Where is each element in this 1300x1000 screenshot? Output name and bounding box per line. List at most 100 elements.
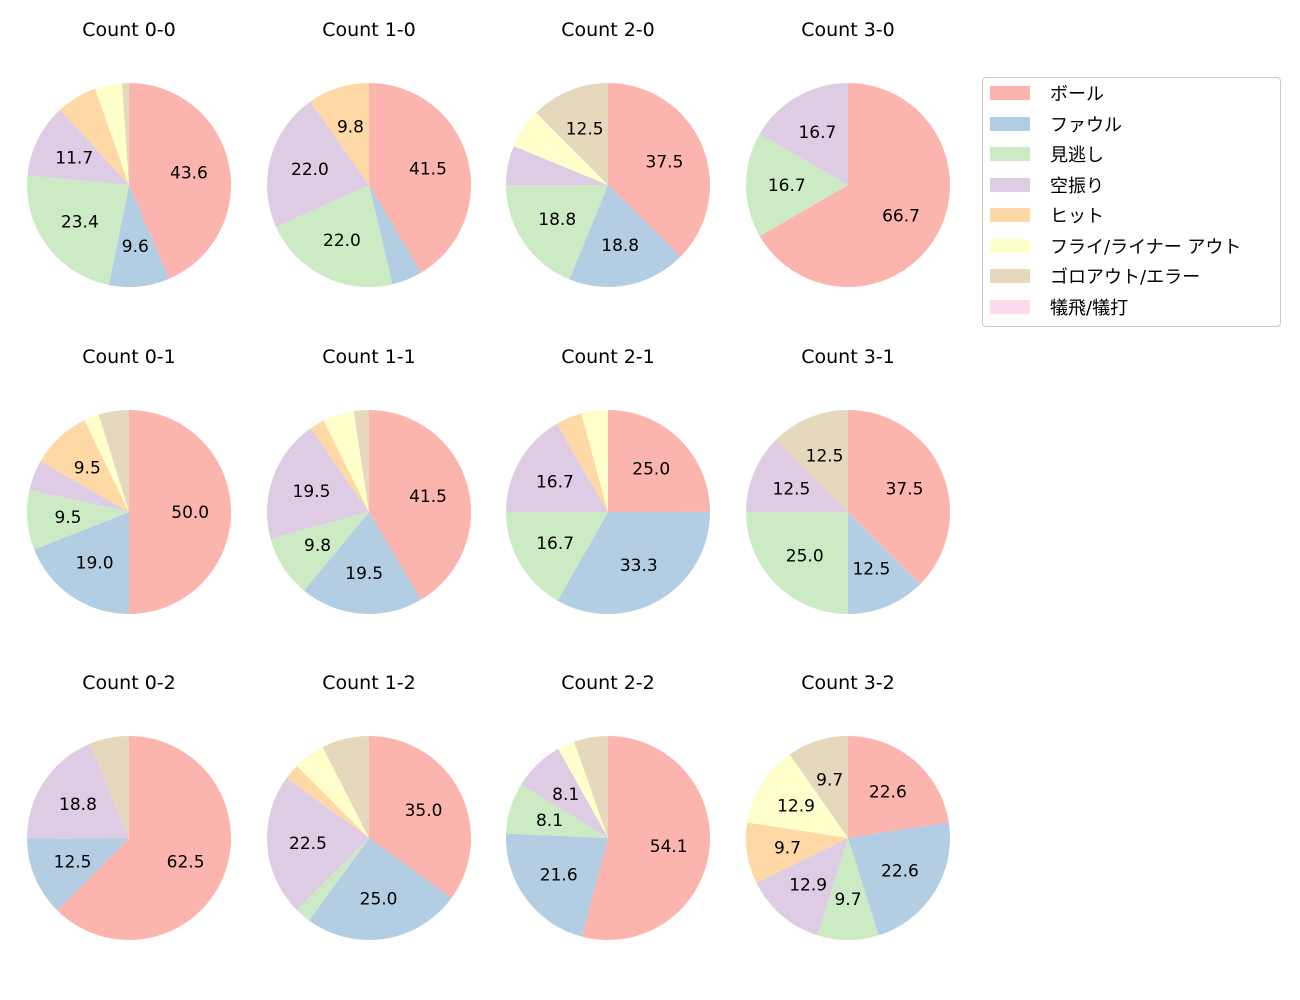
pie-slice [286,765,369,838]
slice-label: 16.7 [536,534,574,554]
pie-chart: Count 0-1 50.0 19.0 9.5 9.5 [26,346,231,614]
slice-label: 9.5 [74,458,101,478]
slice-label: 22.0 [291,160,329,180]
legend-item: ゴロアウト/エラー [990,266,1201,288]
pie-chart: Count 2-2 54.1 21.6 8.1 8.1 [505,672,710,941]
slice-label: 41.5 [409,160,447,180]
pie-slice [57,736,231,940]
slice-label: 8.1 [552,785,579,805]
pie-slice [322,736,369,838]
pie-slice [608,83,711,257]
pie-chart: Count 3-0 66.7 16.7 16.7 [745,19,950,287]
pie-slice [369,410,472,600]
pie-slice [848,822,950,936]
legend-label: ボール [1050,84,1104,105]
slice-label: 9.7 [774,838,801,858]
pie-slice [574,736,608,838]
slice-label: 12.5 [806,446,844,466]
pie-title: Count 3-0 [801,19,895,41]
pie-slice [89,736,129,838]
pie-slice [505,146,608,186]
slice-label: 37.5 [646,152,684,172]
slice-label: 9.5 [54,508,81,528]
pie-slice [558,741,608,838]
pie-chart: Count 1-1 41.5 19.5 9.8 19.5 [267,346,472,614]
legend-swatch [990,116,1030,131]
slice-label: 16.7 [798,123,836,143]
pie-title: Count 2-2 [561,672,655,694]
slice-label: 22.5 [289,834,327,854]
pie-chart: Count 1-0 41.5 22.0 22.0 9.8 [267,19,472,287]
legend-item: ファウル [990,114,1122,136]
slice-label: 12.5 [566,119,604,139]
pie-title: Count 1-0 [322,19,416,41]
pie-slice [26,175,130,286]
pie-slice [505,833,608,937]
legend-swatch [990,238,1030,253]
pie-slice [506,423,608,513]
pie-slice [270,512,369,591]
pie-slice [27,109,129,185]
legend-label: ゴロアウト/エラー [1050,267,1201,288]
slice-label: 22.6 [869,783,907,803]
pie-chart: Count 0-0 43.6 9.6 23.4 11.7 [26,19,232,288]
pie-slice [817,838,879,940]
slice-label: 12.9 [789,875,827,895]
pie-title: Count 0-2 [82,672,176,694]
slice-label: 18.8 [538,210,576,230]
slice-label: 18.8 [59,795,97,815]
legend-label: 空振り [1050,175,1104,197]
pie-slice [759,83,848,185]
pie-slice [746,439,848,512]
pie-slice [557,511,710,614]
pie-slice [506,512,608,601]
legend-swatch [990,299,1030,314]
pie-slice [513,112,608,185]
pie-title: Count 3-1 [801,346,895,368]
pie-slice [775,410,848,512]
slice-label: 21.6 [540,865,578,885]
slice-label: 66.7 [882,207,920,227]
slice-label: 50.0 [171,503,209,523]
legend-item: ボール [990,83,1104,105]
pie-slice [84,414,129,512]
pie-slice [759,83,950,287]
slice-label: 9.6 [122,237,149,257]
slice-label: 9.7 [834,890,861,910]
pie-slice [506,784,608,838]
pie-slice [310,420,369,512]
slice-label: 25.0 [360,889,398,909]
legend-swatch [990,269,1030,283]
slice-label: 9.8 [337,118,364,138]
pie-slice [29,461,129,512]
pie-chart: Count 2-0 37.5 18.8 18.8 12.5 [505,19,711,287]
legend-label: ファウル [1050,114,1122,136]
pie-slice [309,838,452,940]
legend-item: フライ/ライナー アウト [990,236,1241,258]
legend-item: ヒット [990,205,1104,227]
slice-label: 25.0 [632,460,670,480]
pie-title: Count 1-1 [322,346,416,368]
slice-label: 12.5 [852,560,890,580]
slice-label: 35.0 [405,801,443,821]
pie-slice [756,838,848,936]
slice-label: 62.5 [167,852,205,872]
pie-slice [848,512,921,614]
pie-slice [98,410,129,512]
pie-chart: Count 0-2 62.5 12.5 18.8 [27,672,231,940]
pie-title: Count 3-2 [801,672,895,694]
pie-slice [521,748,608,838]
pie-slice [296,838,369,921]
slice-label: 19.0 [76,554,114,574]
slice-label: 19.5 [293,482,331,502]
slice-label: 22.6 [881,861,919,881]
pie-slice [581,410,608,512]
pie-slice [789,736,848,838]
slice-label: 41.5 [409,487,447,507]
legend-label: ヒット [1050,206,1104,227]
pie-slice [27,838,130,911]
pie-slice [95,83,129,185]
legend-item: 空振り [990,175,1104,197]
